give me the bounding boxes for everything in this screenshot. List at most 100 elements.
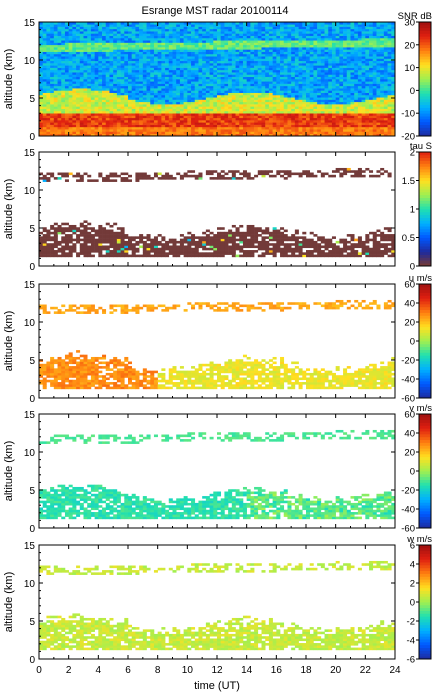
data-cell [380, 74, 385, 78]
data-cell [53, 85, 58, 89]
data-cell [64, 99, 69, 103]
data-cell [250, 33, 255, 36]
data-cell [291, 110, 296, 114]
data-cell [372, 124, 377, 128]
data-cell [53, 88, 58, 91]
data-cell [254, 28, 259, 32]
data-cell [387, 124, 392, 128]
data-cell [346, 113, 351, 116]
data-cell [220, 44, 225, 48]
data-cell [261, 94, 266, 98]
data-cell [109, 22, 114, 25]
data-cell [257, 31, 262, 34]
data-cell [165, 120, 170, 123]
data-cell [46, 40, 51, 43]
data-cell [50, 117, 55, 121]
data-cell [343, 83, 348, 87]
data-cell [79, 88, 84, 91]
data-cell [346, 28, 351, 32]
data-cell [109, 88, 114, 91]
data-cell [350, 88, 355, 91]
data-cell [376, 108, 381, 112]
data-cell [42, 234, 47, 237]
data-cell [176, 106, 181, 109]
data-cell [268, 42, 273, 46]
data-cell [328, 49, 333, 52]
data-cell [220, 129, 225, 132]
data-cell [365, 24, 370, 27]
data-cell [142, 104, 147, 107]
data-cell [39, 94, 44, 98]
data-cell [313, 126, 318, 130]
data-cell [309, 90, 314, 93]
data-cell [298, 67, 303, 71]
data-cell [72, 63, 77, 66]
data-cell [165, 99, 170, 103]
data-cell [246, 33, 251, 36]
data-cell [90, 69, 95, 73]
data-cell [61, 85, 66, 89]
data-cell [376, 44, 381, 48]
data-cell [220, 99, 225, 103]
data-cell [83, 65, 88, 68]
data-cell [124, 60, 129, 64]
data-cell [116, 53, 121, 57]
data-cell [172, 47, 177, 50]
data-cell [64, 83, 69, 87]
data-cell [213, 72, 218, 75]
data-cell [220, 92, 225, 96]
data-cell [235, 113, 240, 116]
data-cell [220, 115, 225, 119]
data-cell [39, 254, 44, 258]
data-cell [42, 238, 47, 242]
data-cell [235, 72, 240, 75]
data-cell [235, 88, 240, 91]
data-cell [87, 131, 92, 135]
data-cell [61, 99, 66, 103]
data-cell [157, 26, 162, 30]
data-cell [213, 44, 218, 48]
data-cell [191, 44, 196, 48]
data-cell [124, 129, 129, 132]
data-cell [83, 108, 88, 112]
data-cell [376, 65, 381, 68]
data-cell [357, 69, 362, 73]
data-cell [146, 51, 151, 55]
data-cell [165, 69, 170, 73]
data-cell [272, 92, 277, 96]
data-cell [109, 72, 114, 75]
data-cell [98, 67, 103, 71]
data-cell [231, 106, 236, 109]
data-cell [139, 47, 144, 50]
data-cell [346, 69, 351, 73]
data-cell [139, 131, 144, 135]
data-cell [239, 133, 244, 136]
data-cell [68, 24, 73, 27]
data-cell [257, 22, 262, 25]
data-cell [153, 24, 158, 27]
data-cell [87, 76, 92, 80]
data-cell [79, 22, 84, 25]
data-cell [217, 22, 222, 25]
data-cell [272, 113, 277, 116]
data-cell [380, 49, 385, 52]
data-cell [387, 69, 392, 73]
data-cell [191, 79, 196, 82]
data-cell [317, 65, 322, 68]
data-cell [250, 35, 255, 39]
data-cell [42, 58, 47, 62]
data-cell [176, 133, 181, 136]
data-cell [257, 37, 262, 41]
data-cell [228, 60, 233, 64]
data-cell [153, 92, 158, 96]
data-cell [61, 47, 66, 50]
data-cell [183, 76, 188, 80]
data-cell [209, 97, 214, 100]
data-cell [53, 115, 58, 119]
data-cell [317, 99, 322, 103]
data-cell [335, 26, 340, 30]
data-cell [57, 115, 62, 119]
data-cell [165, 44, 170, 48]
data-cell [50, 65, 55, 68]
data-cell [320, 63, 325, 66]
